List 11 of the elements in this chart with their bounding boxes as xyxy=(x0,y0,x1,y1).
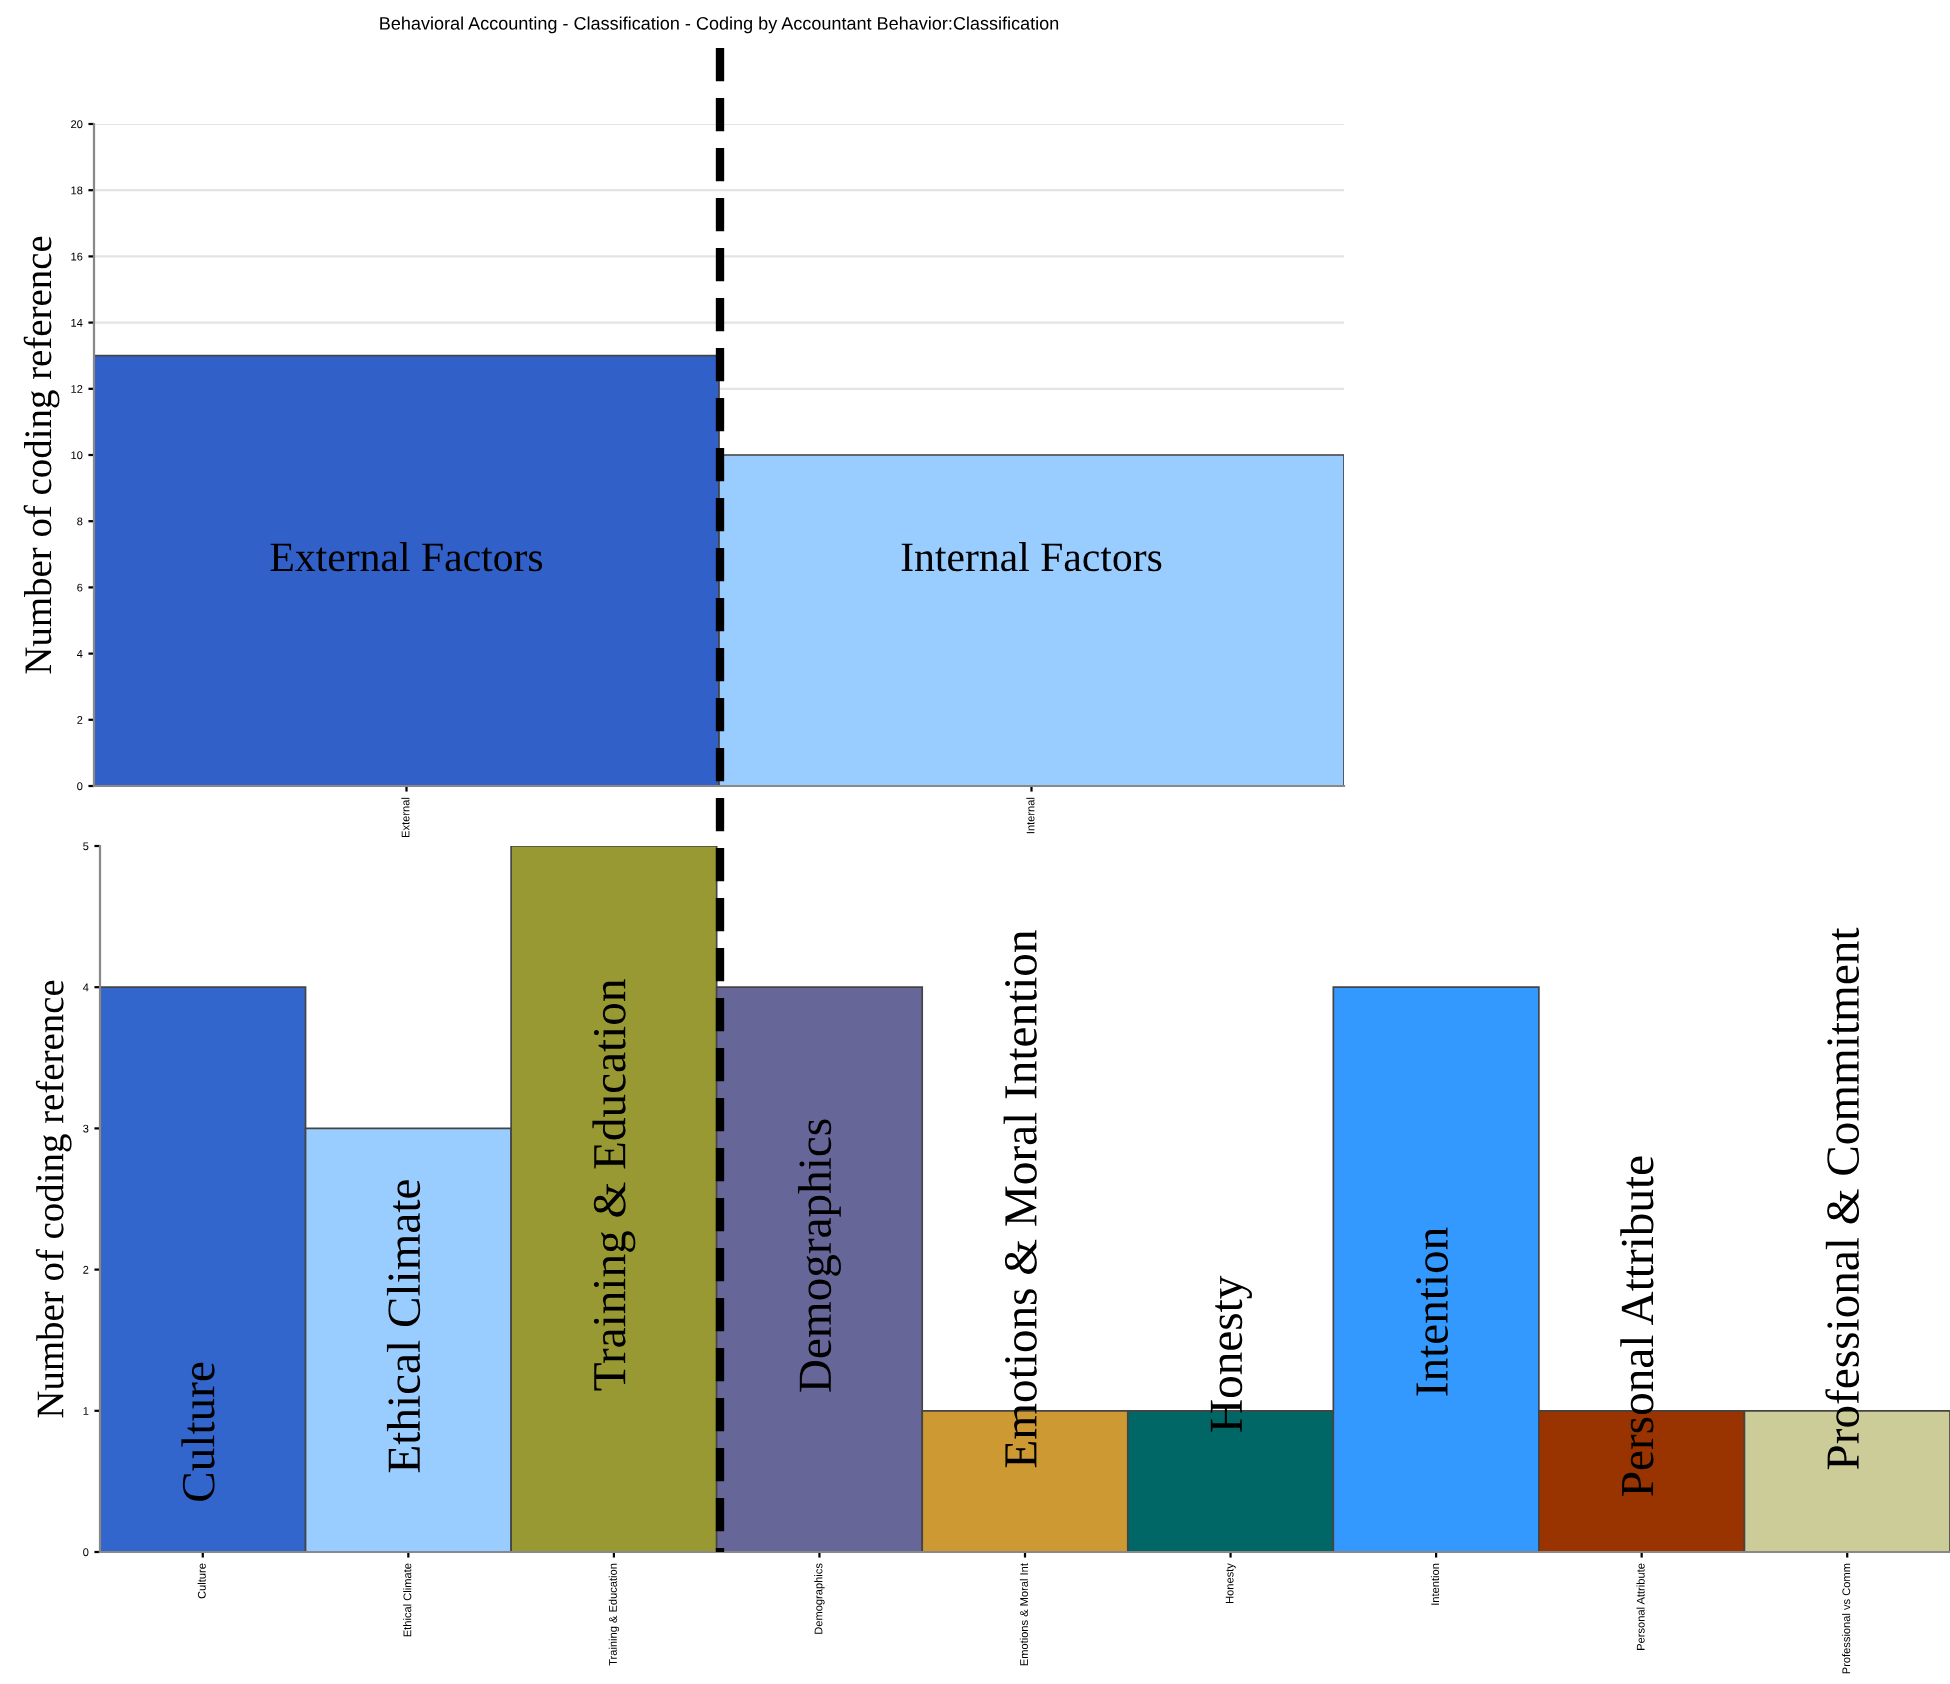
annotation: Internal Factors xyxy=(901,542,1162,572)
y-axis-title: Number of coding reference xyxy=(35,980,72,1418)
annotation: External Factors xyxy=(270,542,543,572)
annotation: Professional & Commitment xyxy=(1825,927,1860,1470)
annotation: Culture xyxy=(181,1362,215,1501)
y-axis-title: Number of coding reference xyxy=(23,236,60,674)
annotation: Demographics xyxy=(797,1119,841,1392)
annotation: Intention xyxy=(1416,1227,1448,1396)
annotation: Honesty xyxy=(1210,1275,1252,1432)
chart-title: Behavioral Accounting - Classification - Coding by Accountant Behavior:Classification xyxy=(380,16,1059,34)
annotation: Emotions & Moral Intention xyxy=(1003,930,1037,1468)
